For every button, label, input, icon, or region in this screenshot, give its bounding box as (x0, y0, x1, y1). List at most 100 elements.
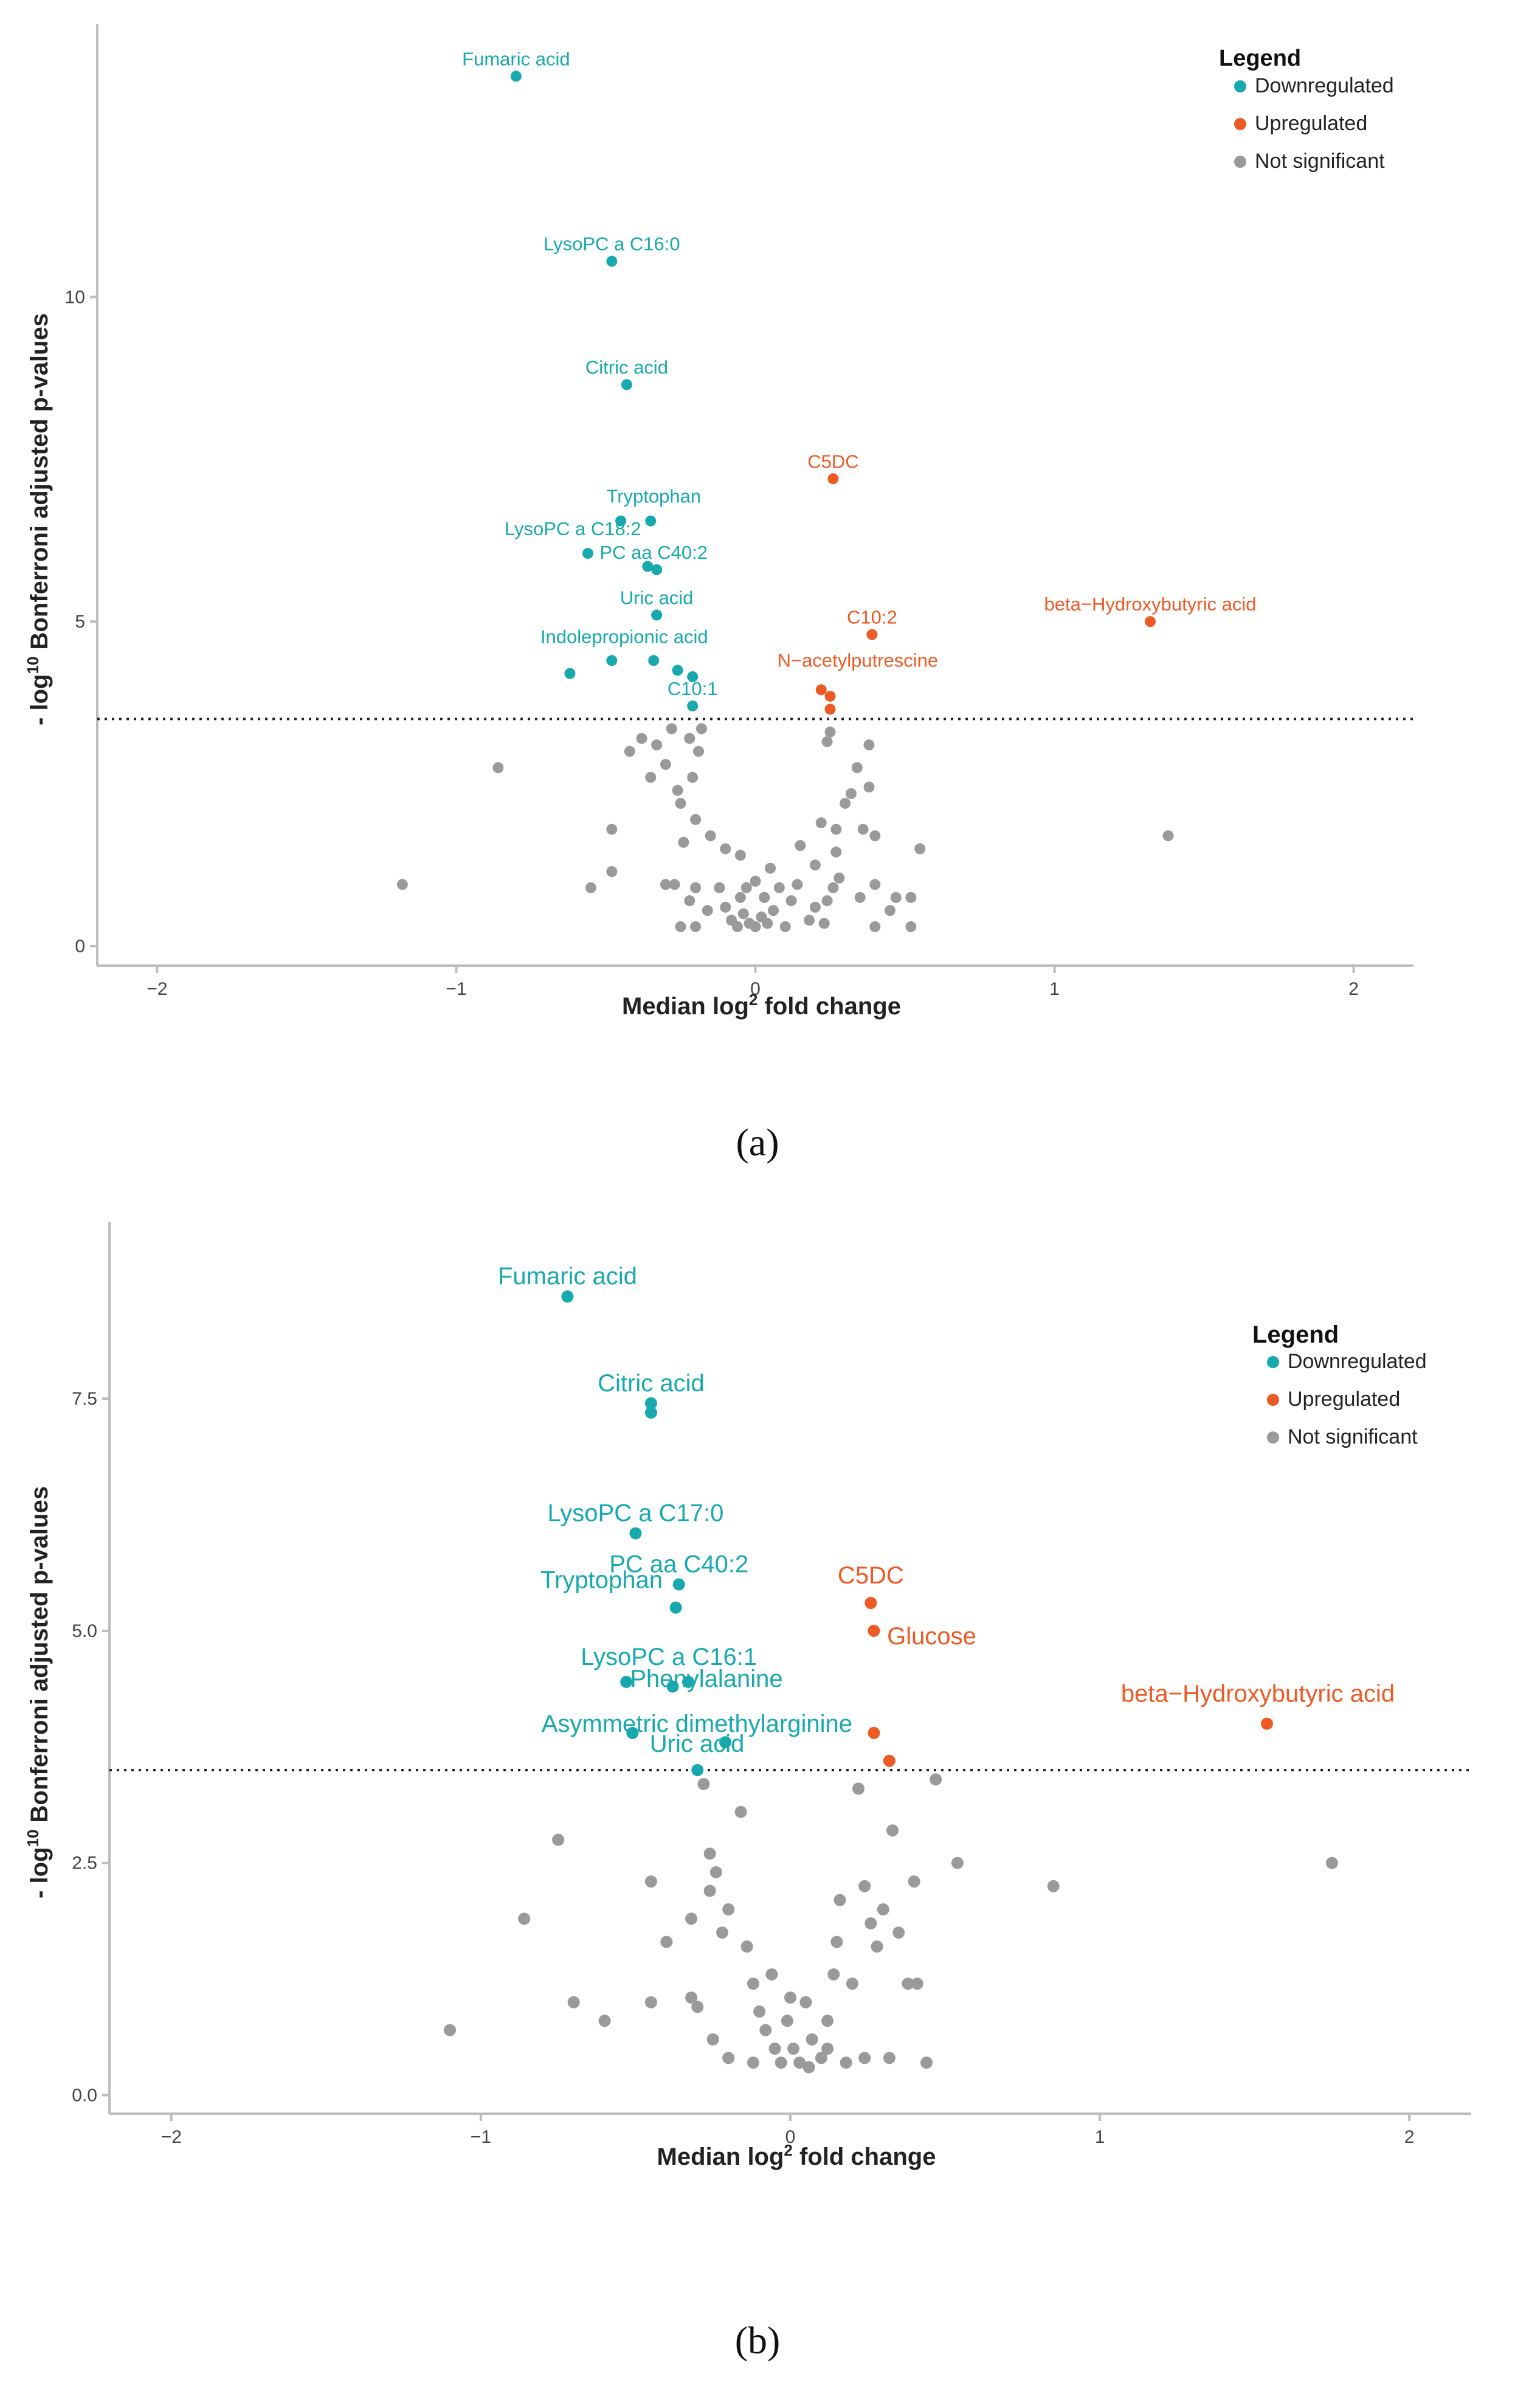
point-label: Citric acid (598, 1370, 705, 1397)
data-point-ns (827, 882, 839, 893)
data-point-ns (705, 830, 716, 842)
x-tick-label: 2 (1348, 979, 1359, 999)
data-point-ns (781, 2015, 793, 2027)
data-point-up (868, 1726, 880, 1739)
data-point-ns (871, 1940, 883, 1953)
point-label: beta−Hydroxybutyric acid (1044, 593, 1257, 615)
data-point-ns (858, 2052, 871, 2064)
y-tick-label: 10 (65, 287, 85, 307)
data-point-ns (890, 891, 902, 903)
data-point-ns (792, 879, 803, 890)
data-point-ns (722, 1903, 735, 1916)
data-point-ns (892, 1926, 905, 1939)
point-label: Citric acid (585, 357, 668, 378)
data-point-down (621, 379, 632, 390)
data-point-ns (802, 2061, 815, 2074)
data-point-ns (716, 1926, 728, 1939)
data-point-ns (740, 882, 752, 893)
x-tick-label: 0 (750, 979, 761, 999)
data-point-down (626, 1726, 639, 1739)
data-point-up (1145, 616, 1156, 628)
data-point-ns (644, 1996, 657, 2008)
data-point-ns (747, 1977, 759, 1990)
legend-label-up: Upregulated (1255, 112, 1367, 135)
data-point-ns (685, 1991, 698, 2004)
data-point-ns (804, 915, 815, 926)
data-point-ns (854, 891, 866, 903)
data-point-down (615, 515, 627, 527)
data-point-ns (920, 2057, 933, 2069)
data-point-up (866, 629, 878, 640)
data-point-ns (845, 788, 857, 800)
data-point-ns (709, 1866, 722, 1878)
data-point-ns (606, 866, 618, 877)
data-point-ns (799, 1996, 812, 2008)
data-point-ns (833, 1894, 846, 1906)
data-point-up (824, 690, 836, 702)
data-point-down (666, 1680, 679, 1693)
point-label: C10:1 (668, 678, 718, 699)
point-label: Phenylalanine (630, 1666, 782, 1692)
data-point-up (864, 1597, 877, 1610)
data-point-ns (815, 817, 827, 829)
data-point-ns (951, 1856, 964, 1869)
data-point-ns (773, 882, 785, 893)
data-point-ns (714, 882, 725, 893)
data-point-ns (806, 2033, 818, 2046)
point-label: LysoPC a C17:0 (548, 1500, 724, 1527)
point-label: Glucose (887, 1623, 976, 1650)
point-label: Tryptophan (540, 1567, 663, 1594)
data-point-ns (706, 2033, 719, 2046)
data-point-down (564, 668, 576, 679)
data-point-ns (779, 921, 791, 932)
data-point-ns (914, 843, 926, 854)
data-point-ns (877, 1903, 889, 1916)
data-point-ns (863, 739, 875, 751)
data-point-down (719, 1736, 732, 1749)
data-point-ns (886, 1824, 899, 1837)
x-tick-label: −2 (161, 2127, 182, 2147)
data-point-ns (809, 901, 821, 913)
data-point-ns (750, 876, 761, 887)
data-point-ns (840, 2057, 852, 2069)
data-point-ns (675, 798, 686, 809)
data-point-up (824, 704, 836, 715)
data-point-ns (747, 2057, 759, 2069)
point-label: beta−Hydroxybutyric acid (1121, 1681, 1395, 1707)
data-point-ns (492, 762, 504, 773)
data-point-ns (660, 759, 671, 770)
data-point-ns (669, 879, 680, 890)
data-point-ns (785, 895, 797, 907)
data-point-ns (702, 905, 713, 916)
data-point-ns (672, 784, 683, 796)
data-point-ns (759, 2024, 772, 2036)
data-point-ns (734, 849, 746, 861)
data-point-down (561, 1290, 574, 1303)
data-point-down (582, 548, 593, 559)
point-label: Fumaric acid (498, 1263, 637, 1290)
data-point-ns (851, 762, 863, 773)
x-tick-label: −1 (446, 979, 466, 999)
point-label: Indolepropionic acid (540, 626, 708, 648)
point-label: C10:2 (847, 607, 897, 628)
y-tick-label: 7.5 (72, 1389, 97, 1409)
data-point-ns (846, 1977, 858, 1990)
point-label: Tryptophan (606, 486, 701, 507)
data-point-ns (624, 746, 635, 757)
data-point-ns (821, 2015, 834, 2027)
data-point-ns (720, 901, 731, 913)
data-point-down (620, 1675, 633, 1688)
data-point-ns (857, 823, 869, 835)
data-point-ns (684, 895, 695, 907)
point-label: LysoPC a C18:2 (505, 518, 641, 539)
data-point-ns (765, 862, 776, 874)
data-point-down (644, 1397, 657, 1410)
data-point-ns (869, 830, 881, 842)
data-point-up (883, 1754, 896, 1767)
point-label: LysoPC a C16:1 (581, 1644, 757, 1670)
data-point-ns (567, 1996, 580, 2008)
legend-title: Legend (1252, 1321, 1339, 1348)
legend-title: Legend (1219, 46, 1301, 71)
point-label: LysoPC a C16:0 (544, 234, 680, 255)
